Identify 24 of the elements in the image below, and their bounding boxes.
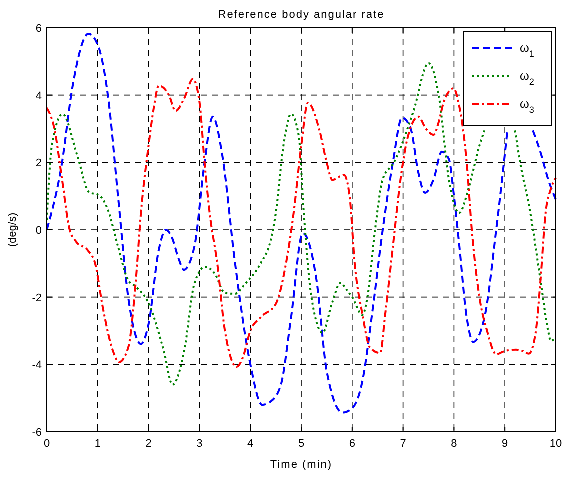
legend-label: ω$_{2}$ (520, 69, 534, 87)
x-tick-label: 9 (502, 438, 508, 450)
y-axis-title: (deg/s) (7, 212, 19, 248)
y-tick-label: 0 (36, 225, 42, 237)
chart-title: Reference body angular rate (218, 9, 385, 21)
x-tick-label: 6 (349, 438, 356, 450)
y-tick-label: 2 (36, 158, 42, 170)
x-tick-label: 5 (298, 438, 305, 450)
x-tick-label: 0 (44, 438, 50, 450)
legend-label: ω$_{3}$ (520, 97, 534, 115)
x-tick-label: 7 (400, 438, 406, 450)
x-tick-label: 4 (248, 438, 254, 450)
x-tick-label: 2 (146, 438, 152, 450)
x-tick-label: 10 (550, 438, 562, 450)
y-tick-label: 4 (36, 90, 42, 102)
y-tick-label: 6 (36, 23, 42, 35)
x-tick-label: 8 (451, 438, 458, 450)
x-tick-label: 1 (94, 438, 101, 450)
y-tick-label: -6 (32, 427, 42, 439)
x-axis-title: Time (min) (270, 459, 333, 471)
x-tick-label: 3 (196, 438, 203, 450)
legend-label: ω$_{1}$ (520, 41, 534, 59)
y-tick-label: -4 (32, 360, 42, 372)
y-tick-label: -2 (32, 292, 42, 304)
